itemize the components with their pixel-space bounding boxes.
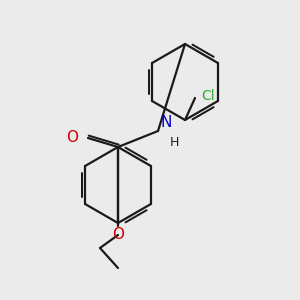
Text: H: H [170,136,179,149]
Text: O: O [66,130,78,145]
Text: O: O [112,227,124,242]
Text: N: N [160,115,171,130]
Text: Cl: Cl [201,89,214,103]
